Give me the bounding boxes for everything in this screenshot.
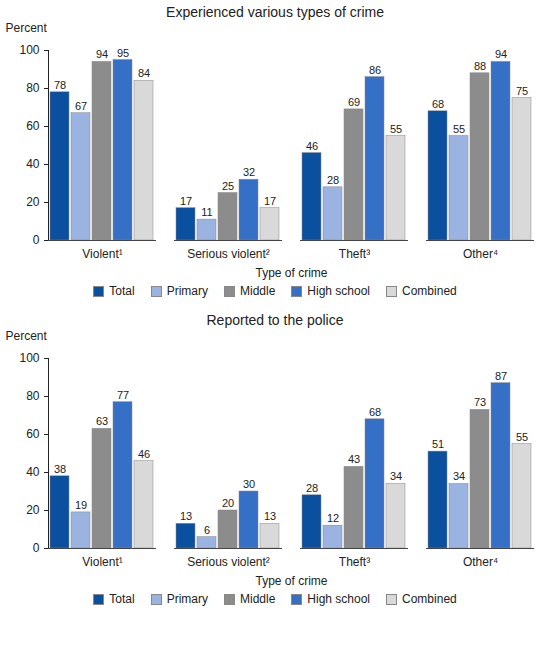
svg-text:30: 30 (243, 478, 255, 490)
svg-text:46: 46 (138, 448, 150, 460)
svg-text:38: 38 (54, 463, 66, 475)
svg-text:0: 0 (33, 233, 40, 247)
svg-text:0: 0 (33, 541, 40, 555)
svg-text:28: 28 (306, 482, 318, 494)
svg-text:34: 34 (390, 470, 402, 482)
svg-text:34: 34 (453, 470, 465, 482)
svg-text:77: 77 (117, 389, 129, 401)
svg-text:20: 20 (222, 497, 234, 509)
svg-text:95: 95 (117, 47, 129, 59)
svg-text:Percent: Percent (6, 21, 48, 35)
svg-text:60: 60 (26, 427, 40, 441)
svg-text:55: 55 (390, 123, 402, 135)
svg-text:86: 86 (369, 64, 381, 76)
html-text:Combined: Combined (402, 284, 457, 298)
svg-text:68: 68 (369, 406, 381, 418)
svg-text:Percent: Percent (6, 329, 48, 343)
svg-text:25: 25 (222, 180, 234, 192)
svg-text:17: 17 (180, 195, 192, 207)
svg-text:13: 13 (264, 510, 276, 522)
svg-text:Type of crime: Type of crime (255, 574, 327, 588)
html-text:Combined: Combined (402, 592, 457, 606)
svg-text:Theft³: Theft³ (339, 247, 370, 261)
svg-text:28: 28 (327, 174, 339, 186)
svg-text:55: 55 (516, 431, 528, 443)
svg-text:80: 80 (26, 389, 40, 403)
svg-text:20: 20 (26, 503, 40, 517)
svg-text:6: 6 (204, 524, 210, 536)
html-text:High school: High school (307, 592, 370, 606)
svg-text:Violent¹: Violent¹ (82, 247, 122, 261)
svg-text:100: 100 (19, 351, 39, 365)
svg-text:13: 13 (180, 510, 192, 522)
svg-text:94: 94 (96, 48, 108, 60)
html-text:Primary: Primary (166, 592, 208, 606)
svg-text:20: 20 (26, 195, 40, 209)
html-text:High school: High school (307, 284, 370, 298)
svg-text:51: 51 (432, 438, 444, 450)
html-text:Reported to the police: Reported to the police (206, 312, 344, 328)
svg-text:67: 67 (75, 100, 87, 112)
svg-text:Other⁴: Other⁴ (463, 555, 498, 569)
svg-text:46: 46 (306, 140, 318, 152)
svg-text:12: 12 (327, 512, 339, 524)
svg-text:Serious violent²: Serious violent² (187, 247, 270, 261)
svg-text:55: 55 (453, 123, 465, 135)
html-text:Primary: Primary (166, 284, 208, 298)
svg-text:100: 100 (19, 43, 39, 57)
svg-text:63: 63 (96, 415, 108, 427)
svg-text:Serious violent²: Serious violent² (187, 555, 270, 569)
svg-text:Violent¹: Violent¹ (82, 555, 122, 569)
svg-text:Type of crime: Type of crime (255, 266, 327, 280)
svg-text:Theft³: Theft³ (339, 555, 370, 569)
svg-text:69: 69 (348, 96, 360, 108)
svg-text:80: 80 (26, 81, 40, 95)
svg-text:73: 73 (474, 396, 486, 408)
html-text:Total: Total (109, 284, 135, 298)
svg-text:84: 84 (138, 67, 150, 79)
html-text:Total: Total (109, 592, 135, 606)
html-text:Middle: Middle (240, 284, 276, 298)
svg-text:43: 43 (348, 453, 360, 465)
svg-text:75: 75 (516, 85, 528, 97)
svg-text:19: 19 (75, 499, 87, 511)
svg-text:11: 11 (201, 206, 212, 218)
svg-text:Other⁴: Other⁴ (463, 247, 498, 261)
svg-text:78: 78 (54, 79, 66, 91)
html-text:Experienced various types of c: Experienced various types of crime (166, 4, 384, 20)
svg-text:60: 60 (26, 119, 40, 133)
html-text:Middle: Middle (240, 592, 276, 606)
svg-text:40: 40 (26, 465, 40, 479)
svg-text:32: 32 (243, 166, 255, 178)
svg-text:88: 88 (474, 60, 486, 72)
svg-text:94: 94 (495, 48, 507, 60)
svg-text:17: 17 (264, 195, 276, 207)
svg-text:68: 68 (432, 98, 444, 110)
svg-text:87: 87 (495, 370, 507, 382)
svg-text:40: 40 (26, 157, 40, 171)
